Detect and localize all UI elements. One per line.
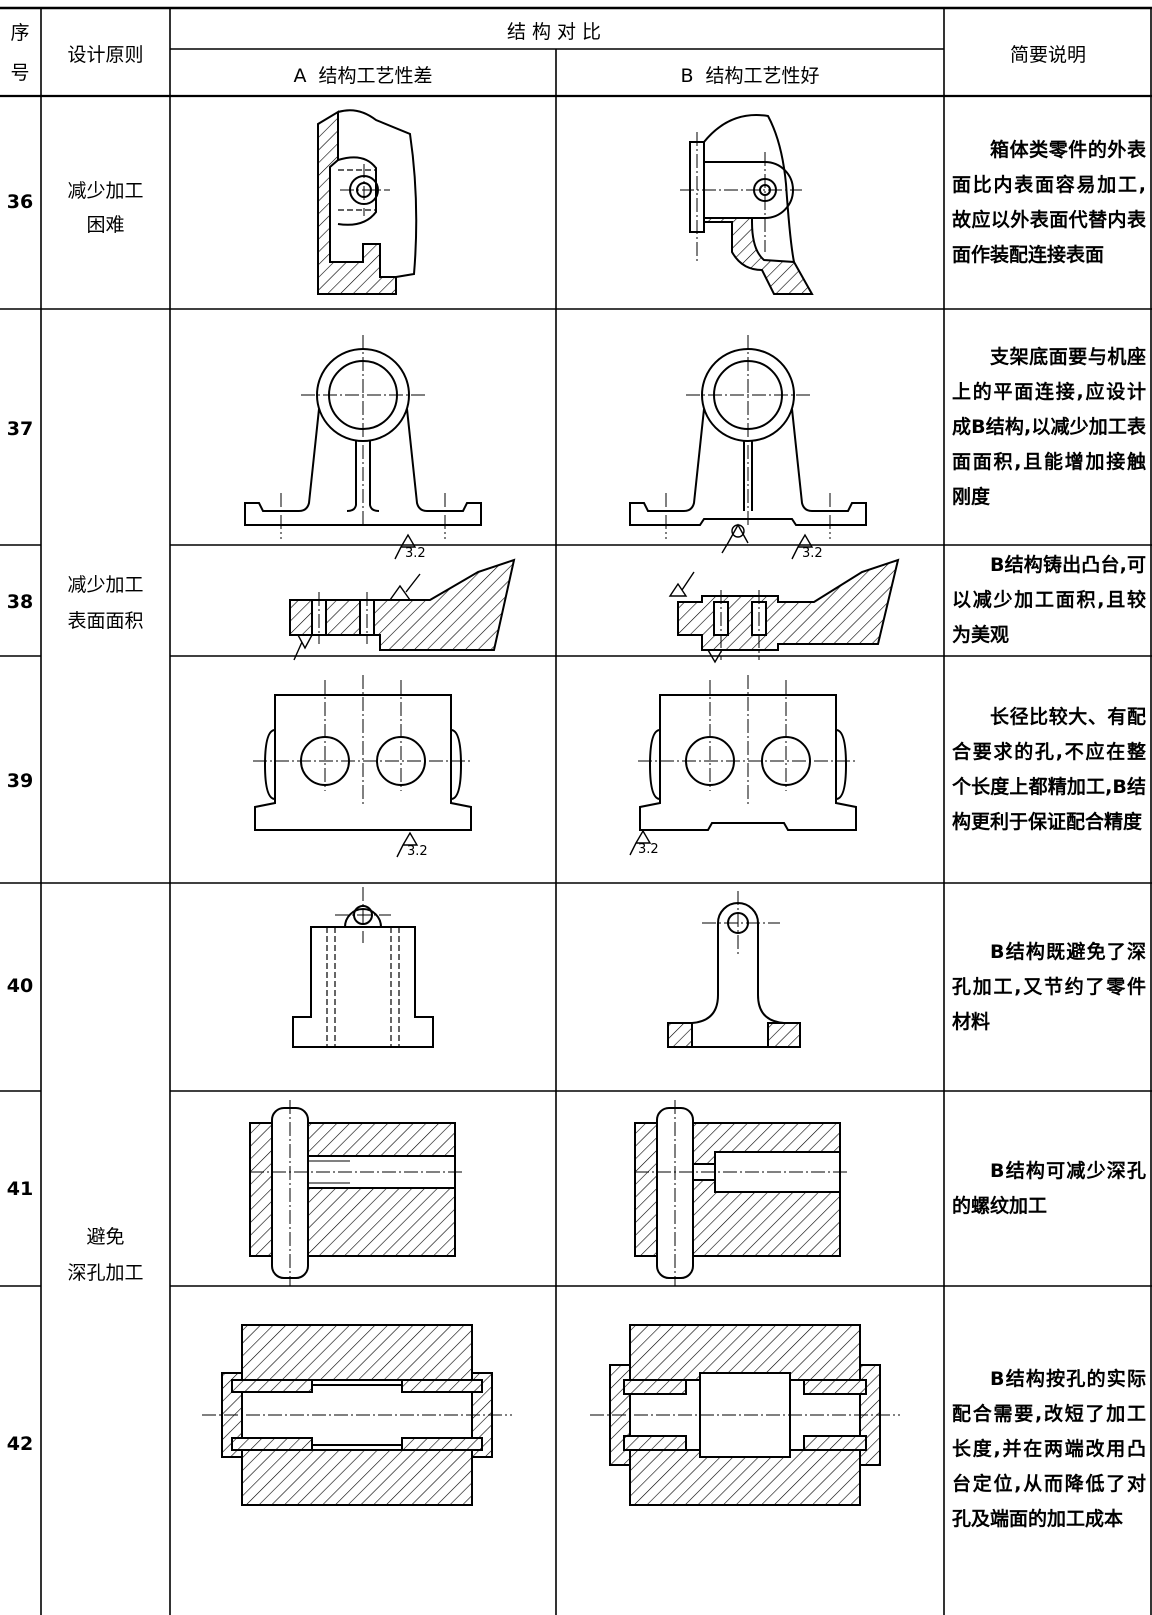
description: 长径比较大、有配合要求的孔,不应在整个长度上都精加工,B结构更利于保证配合精度 bbox=[952, 656, 1146, 883]
description: B结构可减少深孔的螺纹加工 bbox=[952, 1091, 1146, 1286]
row-no: 40 bbox=[6, 975, 34, 997]
description-text: 箱体类零件的外表面比内表面容易加工,故应以外表面代替内表面作装配连接表面 bbox=[952, 138, 1146, 266]
drawing-37a: 3.2 bbox=[244, 335, 482, 561]
description-text: B结构按孔的实际配合需要,改短了加工长度,并在两端改用凸台定位,从而降低了对孔及… bbox=[952, 1368, 1146, 1530]
description: 箱体类零件的外表面比内表面容易加工,故应以外表面代替内表面作装配连接表面 bbox=[952, 96, 1146, 309]
header-col-b: B 结构工艺性好 bbox=[680, 65, 820, 87]
header-principle: 设计原则 bbox=[67, 44, 144, 66]
grid bbox=[0, 6, 1152, 1615]
drawing-37b: 3.2 bbox=[629, 335, 867, 561]
row-no: 38 bbox=[6, 591, 34, 613]
description-text: 支架底面要与机座上的平面连接,应设计成B结构,以减少加工表面面积,且能增加接触刚… bbox=[952, 345, 1146, 508]
header-note: 简要说明 bbox=[1009, 44, 1086, 66]
drawing-38a bbox=[289, 558, 516, 661]
description: 支架底面要与机座上的平面连接,应设计成B结构,以减少加工表面面积,且能增加接触刚… bbox=[952, 309, 1146, 545]
description-text: 长径比较大、有配合要求的孔,不应在整个长度上都精加工,B结构更利于保证配合精度 bbox=[952, 705, 1146, 833]
drawing-42b bbox=[590, 1324, 900, 1506]
drawing-39b: 3.2 bbox=[629, 675, 858, 857]
drawing-40a bbox=[292, 887, 434, 1048]
header-no: 号 bbox=[10, 62, 30, 84]
roughness-note: 3.2 bbox=[407, 844, 428, 859]
header-no: 序 bbox=[10, 22, 30, 44]
principle: 表面面积 bbox=[67, 610, 144, 632]
drawing-36b bbox=[680, 114, 814, 295]
principle: 减少加工 bbox=[67, 180, 144, 202]
principle: 深孔加工 bbox=[67, 1262, 144, 1284]
drawing-41a bbox=[249, 1100, 465, 1286]
description: B结构铸出凸台,可以减少加工面积,且较为美观 bbox=[952, 545, 1146, 656]
row-no: 39 bbox=[6, 770, 34, 792]
row-no: 41 bbox=[6, 1178, 34, 1200]
drawing-39a: 3.2 bbox=[253, 675, 473, 859]
row-no: 37 bbox=[6, 418, 34, 440]
row-no: 36 bbox=[6, 191, 34, 213]
roughness-note: 3.2 bbox=[638, 842, 659, 857]
drawing-38b bbox=[668, 558, 900, 664]
row-no: 42 bbox=[6, 1433, 34, 1455]
principle: 避免 bbox=[86, 1226, 125, 1248]
description-text: B结构铸出凸台,可以减少加工面积,且较为美观 bbox=[952, 554, 1146, 646]
principle: 减少加工 bbox=[67, 574, 144, 596]
roughness-note: 3.2 bbox=[405, 546, 426, 561]
drawing-42a bbox=[202, 1324, 512, 1506]
drawing-40b bbox=[667, 891, 801, 1048]
description: B结构按孔的实际配合需要,改短了加工长度,并在两端改用凸台定位,从而降低了对孔及… bbox=[952, 1286, 1146, 1613]
header-col-a: A 结构工艺性差 bbox=[293, 65, 433, 87]
description: B结构既避免了深孔加工,又节约了零件材料 bbox=[952, 883, 1146, 1091]
description-text: B结构既避免了深孔加工,又节约了零件材料 bbox=[952, 940, 1146, 1033]
header-comparison: 结构对比 bbox=[506, 21, 607, 43]
drawing-36a bbox=[317, 109, 418, 295]
description-text: B结构可减少深孔的螺纹加工 bbox=[952, 1159, 1146, 1217]
principle: 困难 bbox=[86, 214, 125, 236]
drawing-41b bbox=[634, 1100, 850, 1286]
roughness-note: 3.2 bbox=[802, 546, 823, 561]
